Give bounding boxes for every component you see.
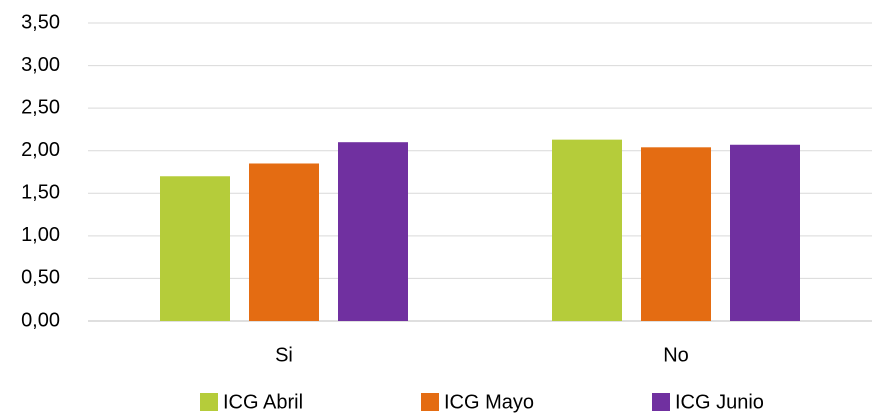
y-tick-label: 3,50 [21,11,60,33]
y-tick-label: 1,00 [21,224,60,246]
y-tick-label: 2,50 [21,96,60,118]
legend-swatch [652,393,670,411]
bar [552,139,622,321]
bar [730,144,800,321]
bar [160,176,230,321]
y-tick-label: 0,50 [21,267,60,289]
legend-swatch [421,393,439,411]
y-tick-label: 2,00 [21,139,60,161]
legend-label: ICG Mayo [444,391,534,413]
y-tick-label: 1,50 [21,182,60,204]
legend-swatch [200,393,218,411]
y-tick-label: 3,00 [21,54,60,76]
x-tick-label: Si [275,344,293,366]
x-tick-label: No [663,344,689,366]
bar [338,142,408,321]
legend-label: ICG Abril [223,391,303,413]
y-tick-label: 0,00 [21,309,60,331]
bar [249,163,319,321]
legend-label: ICG Junio [675,391,764,413]
bar [641,147,711,321]
